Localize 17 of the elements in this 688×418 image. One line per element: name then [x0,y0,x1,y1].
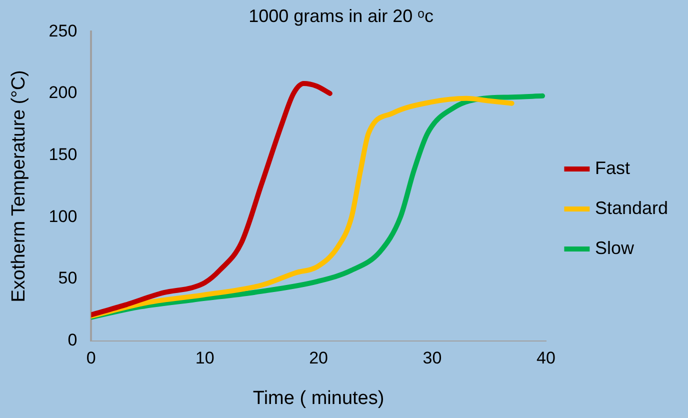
legend-label: Slow [594,238,635,258]
chart-title: 1000 grams in air 20 ᵒc [248,6,434,26]
y-tick-label: 0 [68,330,78,350]
y-tick-label: 100 [48,206,78,226]
y-axis-title: Exotherm Temperature (°C) [8,70,30,302]
legend-label: Standard [594,198,668,218]
y-tick-label: 150 [48,144,78,164]
x-tick-label: 40 [536,348,556,368]
y-tick-label: 200 [48,83,78,102]
legend-label: Fast [594,158,630,178]
x-tick-label: 0 [86,348,96,368]
x-tick-label: 10 [195,348,214,368]
x-tick-label: 30 [422,348,442,368]
x-axis-title: Time ( minutes) [252,388,384,409]
y-tick-label: 250 [48,21,78,40]
x-tick-label: 20 [309,348,328,368]
y-tick-label: 50 [58,268,78,288]
